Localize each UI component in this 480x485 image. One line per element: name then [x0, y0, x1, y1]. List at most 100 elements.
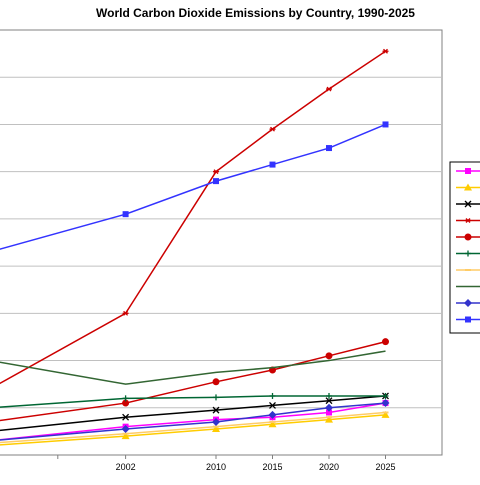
series-6 [0, 392, 389, 408]
legend-entry [456, 316, 480, 323]
data-point [212, 406, 220, 414]
legend-marker [465, 316, 471, 323]
legend-entry [456, 233, 480, 241]
legend-entry [456, 299, 480, 307]
marker-diamond [212, 417, 220, 426]
marker-circle [212, 378, 220, 386]
series-4 [0, 48, 389, 385]
marker-star-b [465, 218, 471, 223]
series-10 [0, 121, 389, 250]
marker-circle [122, 399, 130, 407]
series-line [0, 402, 386, 441]
data-point [213, 169, 219, 175]
legend-entry [456, 200, 480, 208]
marker-circle [325, 352, 333, 360]
marker-x-b [464, 200, 472, 208]
legend-marker [464, 183, 472, 191]
legend-entry [456, 250, 480, 257]
marker-square [213, 178, 219, 185]
data-point [212, 425, 220, 433]
marker-circle [382, 338, 389, 346]
data-point [325, 397, 333, 405]
x-tick-label: 2002 [116, 462, 136, 472]
series-line [0, 50, 386, 385]
marker-square [382, 121, 389, 128]
legend-marker [465, 168, 471, 174]
data-point [122, 211, 129, 218]
series-line [0, 350, 386, 385]
x-tick-label: 2025 [375, 462, 395, 472]
series-3 [0, 392, 389, 432]
data-point [382, 338, 389, 346]
series-line [0, 411, 386, 444]
series-9 [0, 399, 390, 441]
marker-star-b [383, 48, 388, 54]
marker-triangle [268, 420, 277, 428]
legend-entry [456, 183, 480, 191]
data-point [382, 121, 389, 128]
marker-star-b [123, 310, 129, 316]
series-line [0, 395, 386, 408]
marker-star-b [326, 86, 332, 92]
marker-square [326, 145, 332, 152]
marker-square [122, 211, 129, 218]
data-point [326, 409, 332, 416]
series-5 [0, 338, 389, 422]
series-7 [0, 411, 389, 444]
data-point [382, 392, 389, 399]
legend-entry [456, 168, 480, 174]
data-point [326, 145, 332, 152]
marker-x-b [325, 397, 333, 405]
legend-entry [456, 218, 480, 223]
data-point [122, 413, 130, 421]
data-point [122, 399, 130, 407]
marker-diamond [381, 399, 390, 408]
data-point [269, 392, 276, 399]
data-point [121, 432, 130, 440]
data-point [122, 310, 129, 316]
legend-marker [464, 200, 472, 208]
marker-diamond [325, 403, 333, 412]
marker-circle [464, 233, 472, 241]
legend-marker [465, 218, 471, 223]
marker-x-b [269, 401, 276, 409]
data-point [269, 161, 276, 168]
data-point [382, 48, 389, 54]
series-8 [0, 350, 386, 385]
data-point [325, 403, 333, 412]
data-point [381, 399, 390, 408]
marker-x-b [122, 413, 130, 421]
data-point [269, 126, 276, 132]
x-tick-label: 2015 [262, 462, 282, 472]
data-point [212, 378, 220, 386]
marker-x-b [212, 406, 220, 414]
marker-triangle [325, 415, 333, 423]
legend-marker [464, 233, 472, 241]
x-tick-label: 2020 [319, 462, 339, 472]
data-point [212, 417, 220, 426]
marker-diamond [121, 425, 130, 434]
data-point [325, 352, 333, 360]
marker-star-b [213, 169, 219, 175]
data-point [269, 401, 276, 409]
marker-square [326, 409, 332, 416]
x-tick-label: 2010 [206, 462, 226, 472]
marker-square [465, 316, 471, 323]
marker-triangle [381, 410, 390, 418]
series-line [0, 123, 386, 250]
marker-triangle [212, 425, 220, 433]
plot-area [0, 29, 443, 456]
data-point [268, 420, 277, 428]
data-point [381, 410, 390, 418]
data-point [326, 86, 332, 92]
data-point [325, 415, 333, 423]
legend [449, 161, 480, 334]
marker-square [465, 168, 471, 174]
marker-star-b [270, 126, 275, 132]
chart-title: World Carbon Dioxide Emissions by Countr… [96, 6, 415, 20]
marker-diamond [268, 410, 277, 419]
data-point [122, 395, 129, 402]
series-line [0, 395, 386, 432]
